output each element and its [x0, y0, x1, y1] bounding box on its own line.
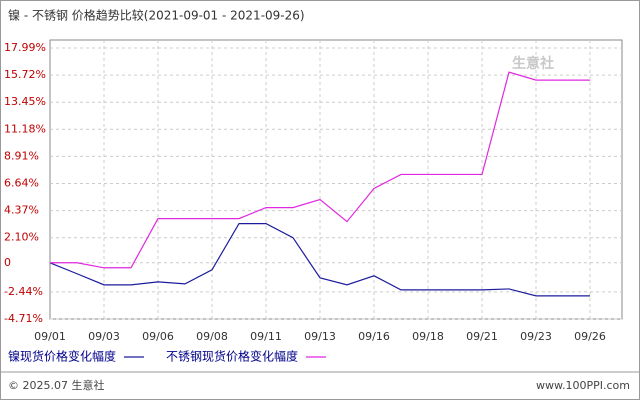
series-line [49, 223, 590, 297]
x-tick-label: 09/06 [142, 330, 174, 343]
y-tick-label: 4.37% [4, 204, 39, 217]
x-tick-label: 09/08 [196, 330, 228, 343]
y-tick-label: 0 [4, 256, 11, 269]
footer-copyright: © 2025.07 生意社 [8, 378, 104, 392]
series-line [50, 71, 590, 269]
y-tick-label: 8.91% [4, 149, 39, 162]
y-tick-label: -4.71% [4, 312, 43, 325]
plot-area [49, 39, 623, 320]
y-tick-label: 2.10% [4, 231, 39, 244]
y-tick-label: 6.64% [4, 177, 39, 190]
x-tick-label: 09/03 [88, 330, 120, 343]
y-tick-label: 13.45% [4, 95, 46, 108]
footer-site: www.100PPI.com [536, 379, 630, 392]
watermark: 生意社 [512, 55, 554, 72]
x-tick-label: 09/18 [412, 330, 444, 343]
y-tick-label: 17.99% [4, 41, 46, 54]
x-tick-label: 09/21 [466, 330, 498, 343]
chart-title: 镍 - 不锈钢 价格趋势比较(2021-09-01 - 2021-09-26) [8, 8, 305, 23]
y-tick-label: -2.44% [4, 285, 43, 298]
legend-label: 不锈钢现货价格变化幅度 [166, 349, 298, 364]
y-tick-label: 11.18% [4, 122, 46, 135]
x-tick-label: 09/26 [574, 330, 606, 343]
x-tick-label: 09/01 [34, 330, 66, 343]
x-tick-label: 09/23 [520, 330, 552, 343]
legend-label: 镍现货价格变化幅度 [8, 349, 116, 364]
x-tick-label: 09/13 [304, 330, 336, 343]
x-tick-label: 09/11 [250, 330, 282, 343]
x-tick-label: 09/16 [358, 330, 390, 343]
y-tick-label: 15.72% [4, 68, 46, 81]
